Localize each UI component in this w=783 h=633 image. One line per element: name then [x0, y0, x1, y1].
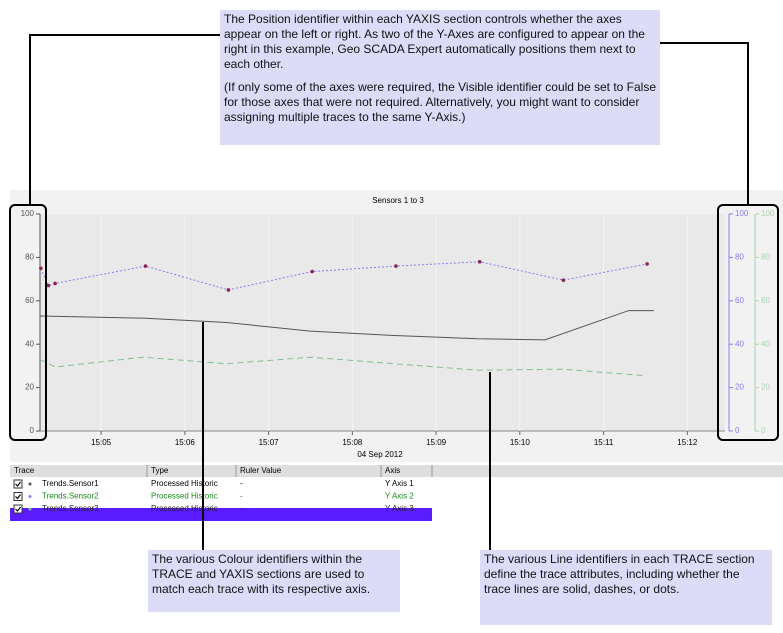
- bracket: [9, 204, 47, 441]
- y2-tick-label: 80: [735, 253, 744, 262]
- column-header: Ruler Value: [240, 466, 282, 475]
- trace-point: [477, 259, 482, 264]
- trace-point: [310, 269, 314, 274]
- y-tick-label: 0: [30, 426, 35, 435]
- annotation-text: (If only some of the axes were required,…: [224, 80, 657, 124]
- x-axis-label: 04 Sep 2012: [357, 450, 403, 459]
- trace-icon: [28, 507, 32, 511]
- checkmark: [15, 506, 21, 512]
- chart-title: Sensors 1 to 3: [372, 196, 424, 205]
- trace-point: [394, 264, 398, 268]
- annotation: The Position identifier within each YAXI…: [220, 10, 660, 145]
- plot-area: [40, 214, 725, 431]
- annotation-text: The Position identifier within each YAXI…: [224, 12, 645, 71]
- checkbox[interactable]: [13, 479, 23, 489]
- table-cell: -: [240, 492, 243, 501]
- table-cell: Processed Historic: [151, 479, 218, 488]
- column-header: Axis: [385, 466, 400, 475]
- checkbox[interactable]: [13, 492, 23, 501]
- table-cell: Y Axis 2: [385, 492, 414, 501]
- annotation: The various Colour identifiers within th…: [148, 550, 400, 612]
- leader-line: [29, 34, 220, 205]
- y2-tick-label: 100: [735, 209, 749, 218]
- selected-row[interactable]: [10, 508, 432, 521]
- checkmark: [15, 481, 21, 487]
- trace-name: Trends.Sensor3: [42, 504, 99, 513]
- y2-tick-label: 60: [735, 296, 744, 305]
- trace-icon: [28, 495, 32, 498]
- x-tick-label: 15:12: [677, 438, 698, 447]
- x-tick-label: 15:05: [91, 438, 112, 447]
- trace-name: Trends.Sensor2: [42, 492, 99, 501]
- y3-tick-label: 80: [761, 253, 770, 262]
- checkbox[interactable]: [13, 504, 23, 514]
- y-tick-label: 100: [21, 209, 35, 218]
- trace-point: [46, 283, 51, 288]
- trace-point: [39, 266, 43, 271]
- table-cell: -: [240, 504, 243, 513]
- trace-line: [39, 356, 646, 377]
- leader-line: [660, 42, 749, 205]
- column-header: Type: [151, 466, 169, 475]
- trace-line: [39, 310, 654, 341]
- y2-tick-label: 20: [735, 383, 744, 392]
- y-tick-label: 40: [25, 339, 34, 348]
- trace-line: [40, 261, 648, 291]
- y2-tick-label: 40: [735, 339, 744, 348]
- table-cell: -: [240, 479, 243, 488]
- trace-point: [53, 281, 57, 286]
- y3-tick-label: 40: [761, 339, 770, 348]
- checkmark: [15, 494, 21, 500]
- y-tick-label: 20: [25, 383, 34, 392]
- table-cell: Processed Historic: [151, 492, 218, 501]
- y-tick-label: 80: [25, 253, 34, 262]
- trace-point: [645, 262, 649, 266]
- y2-tick-label: 0: [735, 426, 740, 435]
- y3-tick-label: 100: [761, 209, 775, 218]
- y3-tick-label: 0: [761, 426, 766, 435]
- column-header: Trace: [14, 466, 35, 475]
- x-tick-label: 15:07: [259, 438, 280, 447]
- table-cell: Y Axis 3: [385, 504, 414, 513]
- x-tick-label: 15:11: [594, 438, 614, 447]
- x-tick-label: 15:06: [175, 438, 196, 447]
- trace-name: Trends.Sensor1: [42, 479, 99, 488]
- y3-tick-label: 20: [761, 383, 770, 392]
- trace-point: [143, 264, 148, 268]
- annotation: The various Line identifiers in each TRA…: [480, 550, 772, 625]
- x-tick-label: 15:09: [426, 438, 447, 447]
- trace-icon: [28, 482, 32, 486]
- y3-tick-label: 60: [761, 296, 770, 305]
- table-cell: Processed Historic: [151, 504, 218, 513]
- x-tick-label: 15:10: [510, 438, 531, 447]
- y-tick-label: 60: [25, 296, 34, 305]
- trace-point: [561, 278, 566, 282]
- table-cell: Y Axis 1: [385, 479, 414, 488]
- x-tick-label: 15:08: [342, 438, 363, 447]
- trace-point: [226, 288, 231, 292]
